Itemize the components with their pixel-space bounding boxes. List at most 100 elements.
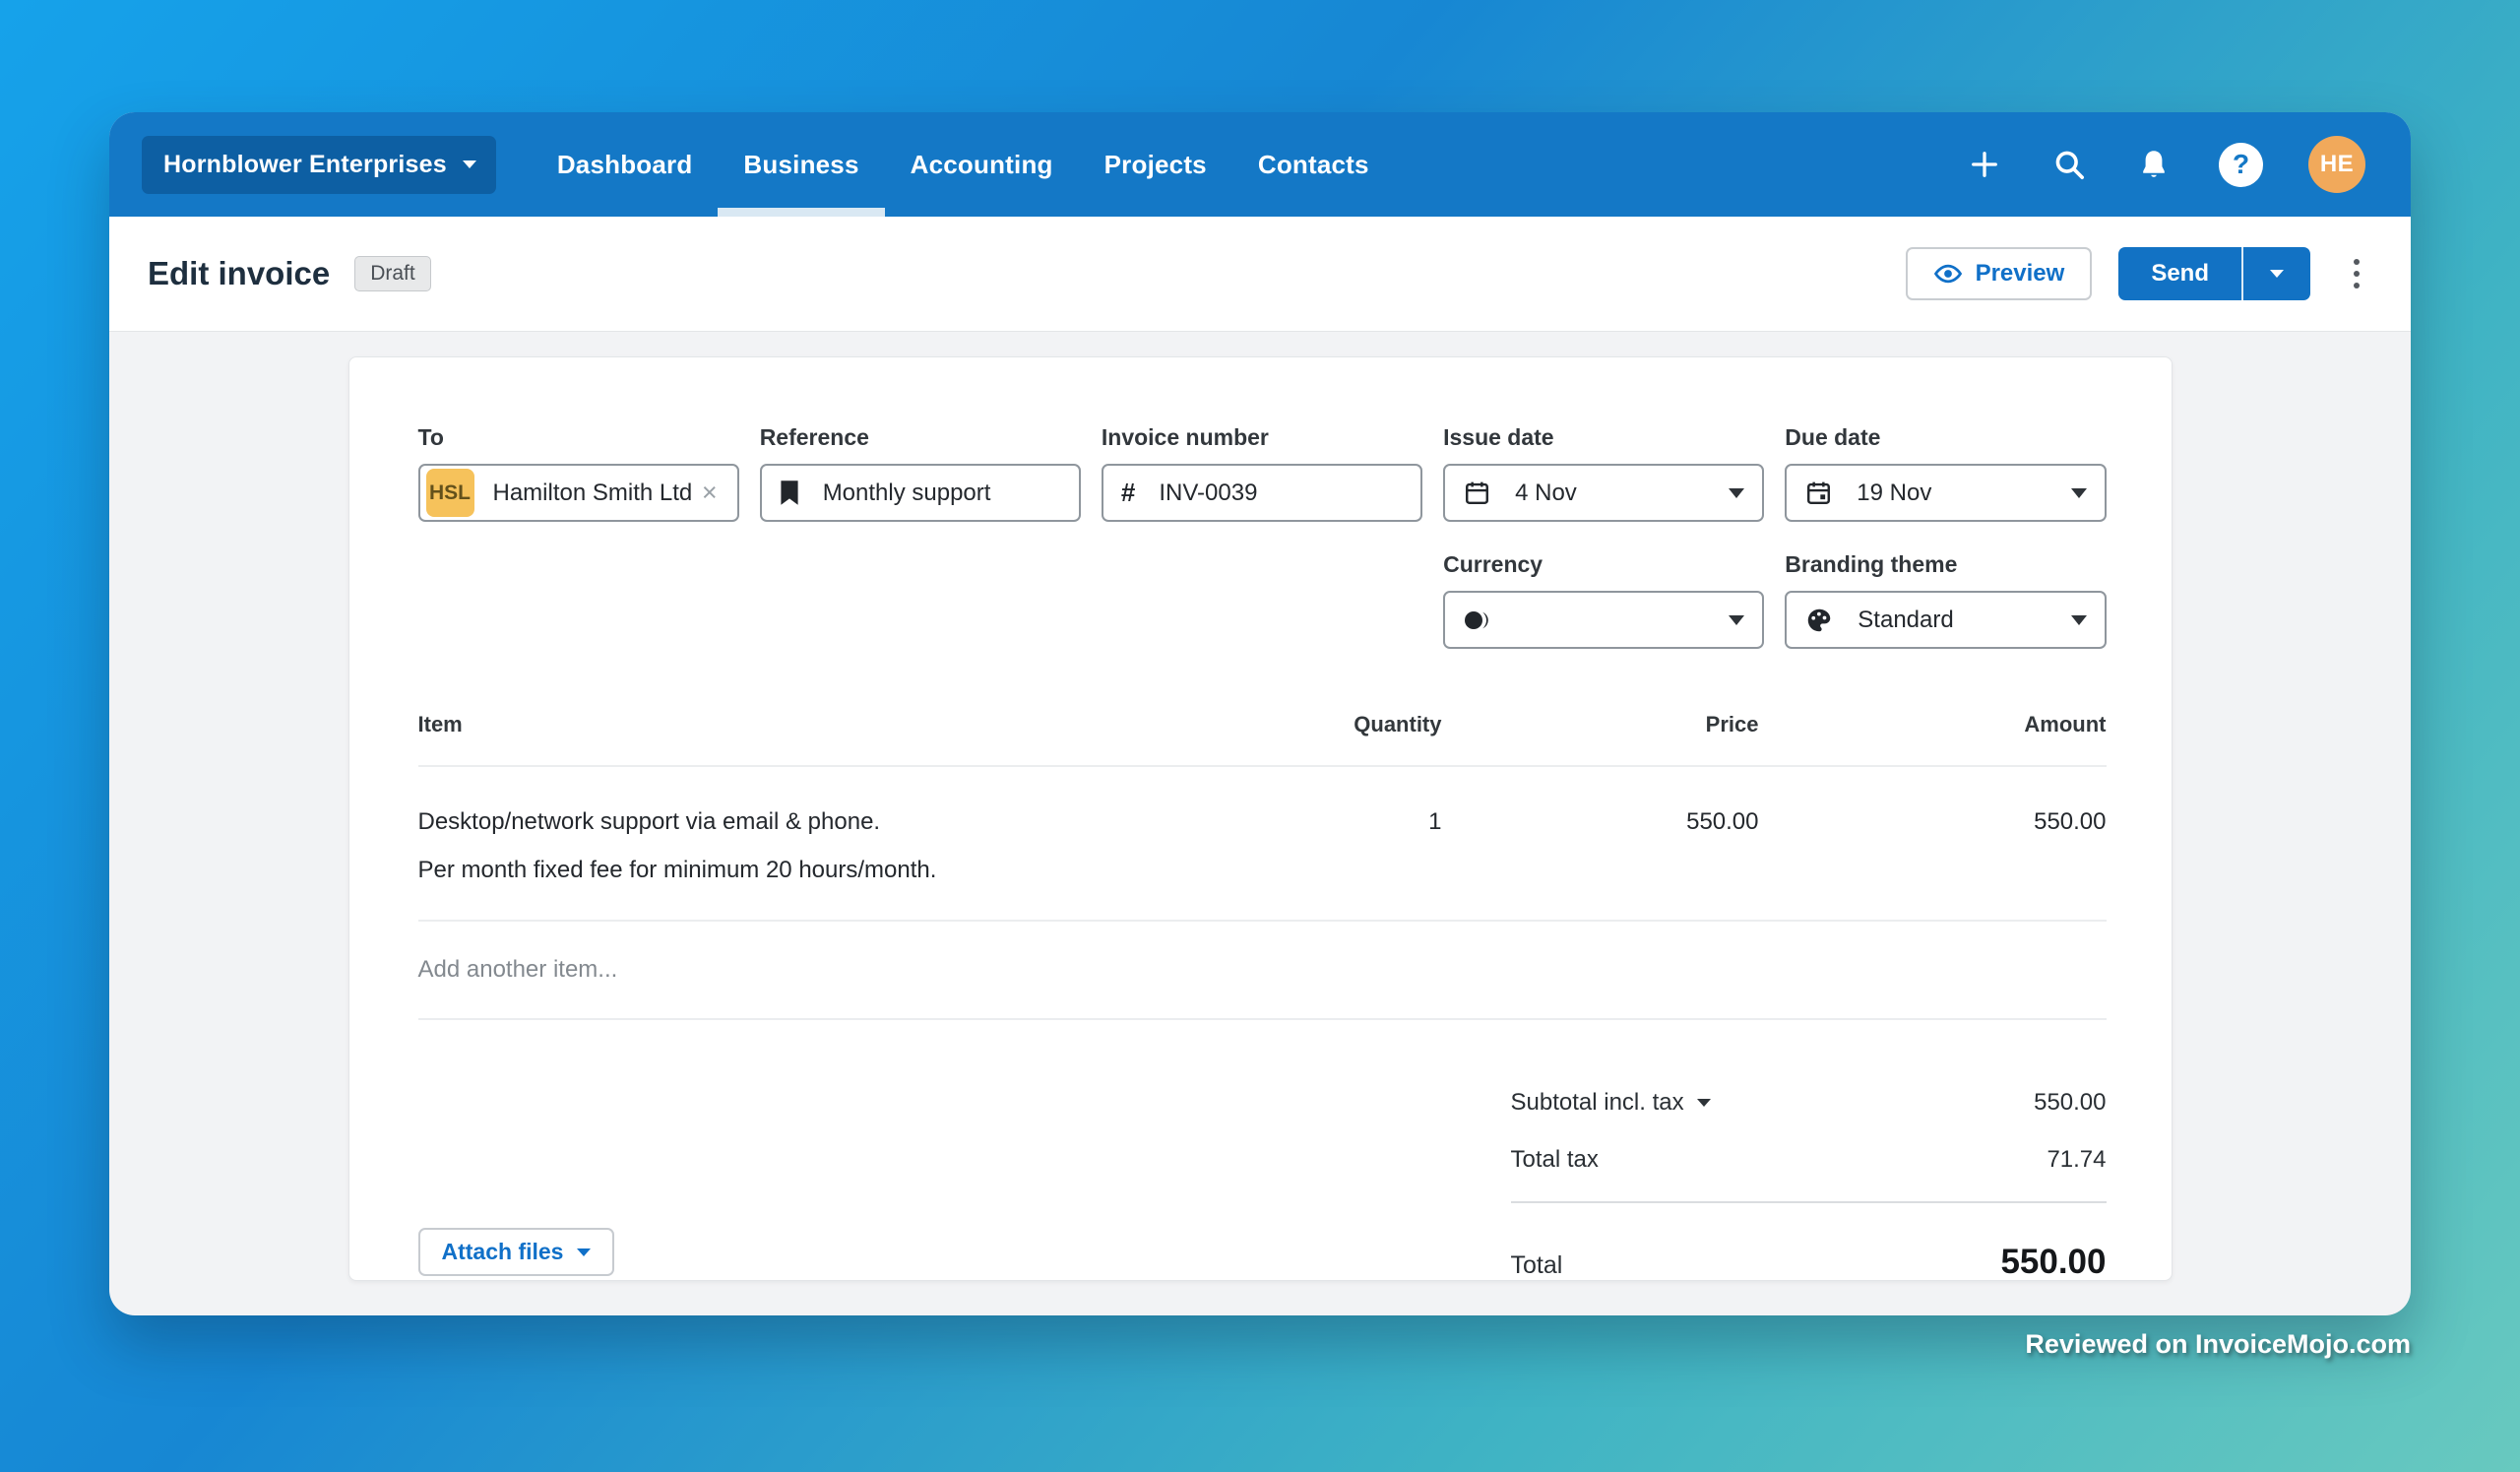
watermark-text: Reviewed on InvoiceMojo.com [2025, 1329, 2411, 1359]
field-currency: Currency [1443, 551, 1765, 649]
column-header-quantity: Quantity [1354, 712, 1442, 736]
total-label: Total [1510, 1251, 1563, 1279]
total-row: Total 550.00 [1511, 1243, 2107, 1292]
calendar-icon [1807, 481, 1831, 504]
chevron-down-icon [2070, 487, 2087, 498]
chevron-down-icon [1729, 487, 1745, 498]
invoice-form: To HSL Hamilton Smith Ltd × Reference Mo… [417, 424, 2107, 649]
nav-tab-accounting[interactable]: Accounting [910, 149, 1053, 179]
help-icon: ? [2232, 149, 2250, 179]
preview-label: Preview [1975, 260, 2065, 287]
issue-date-value: 4 Nov [1515, 479, 1577, 506]
to-label: To [417, 424, 444, 450]
chevron-down-icon [1696, 1099, 1711, 1107]
column-header-price: Price [1705, 712, 1759, 736]
column-header-amount: Amount [2024, 712, 2107, 736]
close-icon[interactable]: × [701, 478, 718, 507]
contact-name: Hamilton Smith Ltd [492, 479, 693, 506]
kebab-icon [2354, 259, 2360, 265]
palette-icon [1808, 608, 1831, 631]
totals-divider [1510, 1201, 2107, 1203]
due-date-label: Due date [1785, 424, 1881, 450]
bell-icon [2143, 151, 2165, 177]
attach-files-label: Attach files [441, 1239, 564, 1264]
card-footer: Attach files Subtotal incl. tax 550.00 [417, 1020, 2107, 1292]
avatar[interactable]: HE [2308, 136, 2365, 193]
reference-input[interactable]: Monthly support [759, 464, 1081, 522]
subtotal-toggle[interactable]: Subtotal incl. tax [1511, 1089, 1711, 1117]
total-tax-value: 71.74 [2047, 1146, 2107, 1173]
coins-icon [1465, 610, 1488, 629]
page-header: Edit invoice Draft Preview Send [109, 217, 2411, 332]
invoice-number-input[interactable]: # INV-0039 [1101, 464, 1423, 522]
totals-section: Subtotal incl. tax 550.00 Total tax 71.7… [1510, 1020, 2107, 1292]
nav-utility-cluster: ? HE [1965, 136, 2365, 193]
search-button[interactable] [2049, 145, 2089, 184]
branding-theme-label: Branding theme [1785, 551, 1958, 577]
item-description-line2: Per month fixed fee for minimum 20 hours… [417, 857, 937, 883]
nav-tab-dashboard[interactable]: Dashboard [556, 149, 693, 179]
item-description-line1: Desktop/network support via email & phon… [417, 808, 881, 835]
subtotal-label: Subtotal incl. tax [1510, 1089, 1684, 1116]
nav-tab-business[interactable]: Business [718, 112, 885, 217]
content-area: To HSL Hamilton Smith Ltd × Reference Mo… [109, 356, 2411, 1315]
line-items-table: Item Quantity Price Amount Desktop/netwo… [417, 712, 2107, 1020]
reference-value: Monthly support [822, 479, 991, 506]
table-header-row: Item Quantity Price Amount [417, 712, 2107, 767]
attach-files-button[interactable]: Attach files [417, 1228, 615, 1276]
branding-theme-value: Standard [1858, 606, 1954, 633]
calendar-icon [1466, 481, 1489, 504]
reference-label: Reference [759, 424, 869, 450]
item-amount: 550.00 [2034, 808, 2107, 835]
status-badge: Draft [354, 256, 431, 291]
search-icon [2055, 151, 2084, 179]
invoice-card: To HSL Hamilton Smith Ltd × Reference Mo… [347, 356, 2173, 1281]
due-date-input[interactable]: 19 Nov [1785, 464, 2107, 522]
table-row[interactable]: Desktop/network support via email & phon… [417, 767, 2107, 922]
help-button[interactable]: ? [2219, 142, 2263, 187]
chevron-down-icon [1729, 614, 1745, 625]
add-item-row[interactable]: Add another item... [417, 922, 2107, 1020]
invoice-number-label: Invoice number [1101, 424, 1269, 450]
issue-date-input[interactable]: 4 Nov [1443, 464, 1765, 522]
app-window: Hornblower Enterprises Dashboard Busines… [109, 112, 2411, 1315]
invoice-number-value: INV-0039 [1159, 479, 1258, 506]
hash-icon: # [1120, 478, 1136, 507]
send-options-button[interactable] [2243, 247, 2310, 300]
field-issue-date: Issue date 4 Nov [1443, 424, 1765, 522]
issue-date-label: Issue date [1443, 424, 1554, 450]
chevron-down-icon [577, 1248, 592, 1256]
page-title: Edit invoice [148, 255, 331, 291]
preview-button[interactable]: Preview [1905, 247, 2093, 300]
field-invoice-number: Invoice number # INV-0039 [1101, 424, 1423, 522]
to-input[interactable]: HSL Hamilton Smith Ltd × [417, 464, 739, 522]
send-button[interactable]: Send [2118, 247, 2243, 300]
column-header-item: Item [417, 712, 463, 736]
subtotal-value: 550.00 [2034, 1089, 2107, 1116]
currency-label: Currency [1443, 551, 1544, 577]
create-new-button[interactable] [1965, 145, 2004, 184]
org-switcher-button[interactable]: Hornblower Enterprises [142, 135, 496, 194]
primary-nav: Dashboard Business Accounting Projects C… [532, 112, 1395, 217]
total-value: 550.00 [2000, 1243, 2107, 1281]
field-to: To HSL Hamilton Smith Ltd × [417, 424, 739, 522]
currency-select[interactable] [1443, 591, 1765, 649]
avatar-initials: HE [2319, 151, 2355, 177]
total-tax-label: Total tax [1510, 1146, 1599, 1173]
notifications-button[interactable] [2134, 145, 2174, 184]
field-due-date: Due date 19 Nov [1785, 424, 2107, 522]
eye-icon [1933, 264, 1962, 284]
branding-theme-select[interactable]: Standard [1785, 591, 2107, 649]
contact-initials-chip: HSL [425, 469, 474, 517]
field-reference: Reference Monthly support [759, 424, 1081, 522]
due-date-value: 19 Nov [1857, 479, 1932, 506]
nav-tab-contacts[interactable]: Contacts [1257, 149, 1369, 179]
nav-tab-projects[interactable]: Projects [1103, 149, 1207, 179]
header-actions: Preview Send [1905, 247, 2365, 300]
more-options-button[interactable] [2348, 253, 2365, 294]
item-quantity: 1 [1428, 808, 1442, 835]
top-nav-bar: Hornblower Enterprises Dashboard Busines… [109, 112, 2411, 217]
chevron-down-icon [462, 160, 476, 168]
plus-icon [1972, 152, 1997, 177]
